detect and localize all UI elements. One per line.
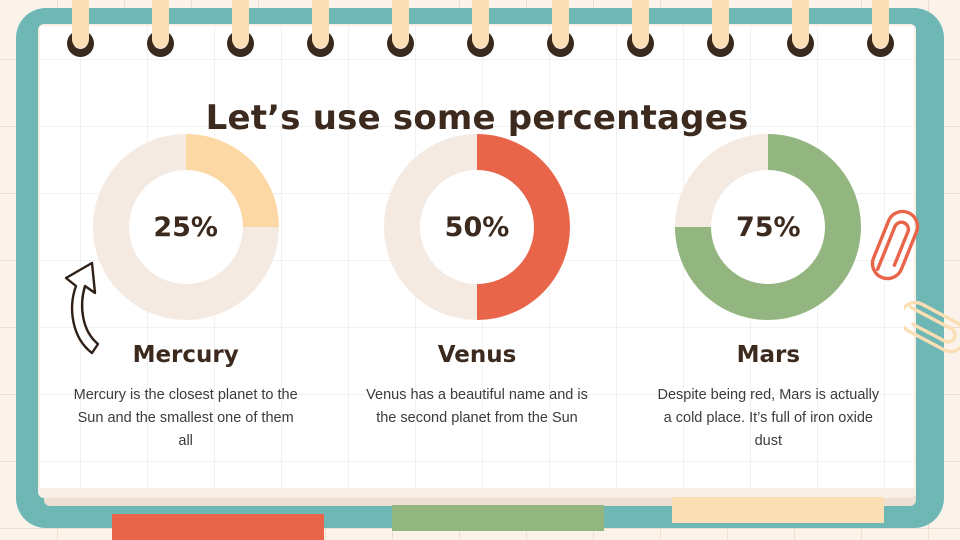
binding-ring-front <box>392 26 409 48</box>
percent-value-venus: 50% <box>444 211 510 243</box>
column-mercury: 25% Mercury Mercury is the closest plane… <box>52 134 320 453</box>
binding-ring-front <box>72 26 89 48</box>
tan-paperclip-icon <box>904 300 960 354</box>
donut-center-mercury: 25% <box>128 170 243 284</box>
notebook-page: Let’s use some percentages 25% Mercury M… <box>40 26 914 488</box>
donut-chart-mars: 75% <box>675 134 862 320</box>
donut-center-mars: 75% <box>711 170 826 284</box>
column-venus: 50% Venus Venus has a beautiful name and… <box>343 134 611 430</box>
planet-description-mars: Despite being red, Mars is actually a co… <box>657 387 880 449</box>
binding-ring-front <box>312 26 329 48</box>
planet-name-venus: Venus <box>437 342 517 368</box>
column-mars: 75% Mars Despite being red, Mars is actu… <box>634 134 902 453</box>
donut-chart-venus: 50% <box>383 134 570 320</box>
planet-description-venus: Venus has a beautiful name and is the se… <box>366 387 588 426</box>
planet-description-mercury: Mercury is the closest planet to the Sun… <box>73 387 298 449</box>
binding-ring-front <box>552 26 569 48</box>
red-paperclip-icon <box>870 209 920 281</box>
donut-center-venus: 50% <box>419 170 534 284</box>
binding-ring-front <box>472 26 489 48</box>
binding-ring-front <box>152 26 169 48</box>
binding-ring-front <box>792 26 809 48</box>
page-title: Let’s use some percentages <box>205 98 749 138</box>
percentage-columns: 25% Mercury Mercury is the closest plane… <box>40 134 914 453</box>
percent-value-mars: 75% <box>735 211 801 243</box>
bottom-bar-coral <box>112 514 324 540</box>
binding-ring-front <box>232 26 249 48</box>
curved-up-arrow-icon <box>64 261 100 355</box>
bottom-bar-green <box>392 505 604 531</box>
percent-value-mercury: 25% <box>153 211 218 243</box>
bottom-bar-peach <box>672 497 884 523</box>
binding-ring-front <box>872 26 889 48</box>
donut-chart-mercury: 25% <box>92 134 279 320</box>
planet-name-mercury: Mercury <box>132 342 239 368</box>
binding-ring-front <box>712 26 729 48</box>
planet-name-mars: Mars <box>736 342 801 368</box>
binding-ring-front <box>632 26 649 48</box>
